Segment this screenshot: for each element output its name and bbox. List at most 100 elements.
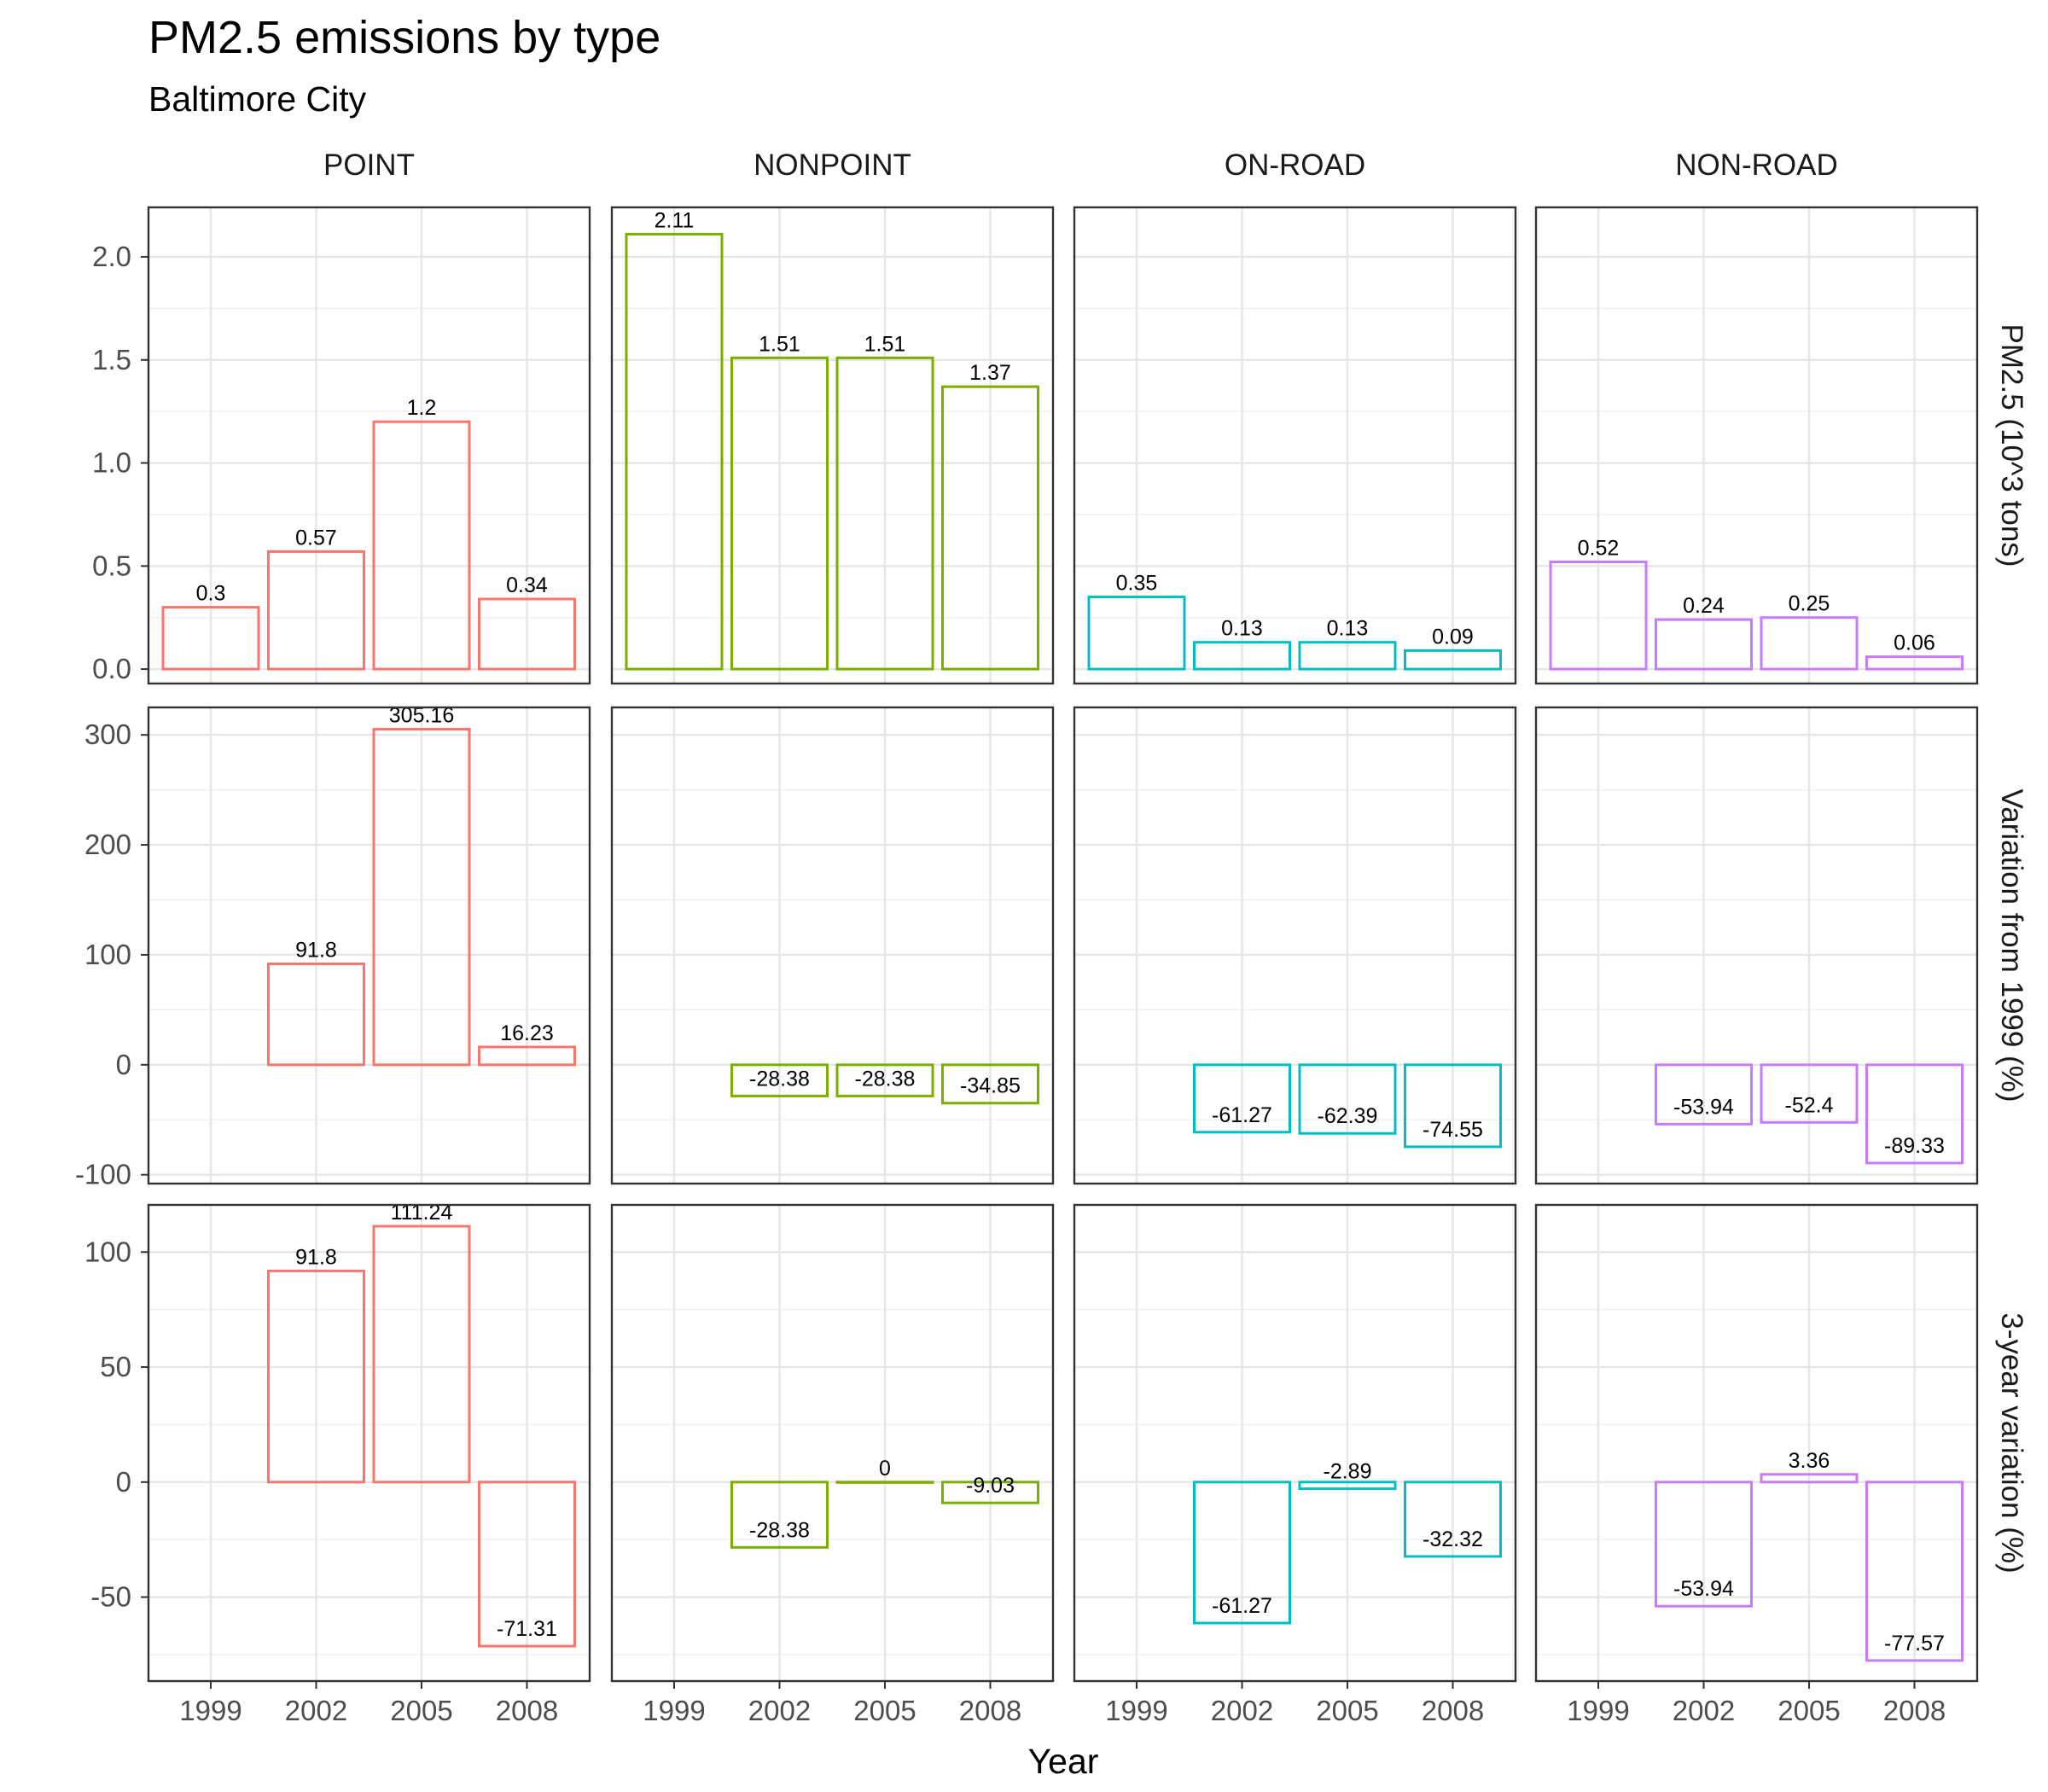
bar-value-label: 0.24	[1683, 594, 1725, 618]
panel-non-road-row-1: 0.52 0.24 0.25 0.06	[1534, 206, 1979, 685]
bar-value-label: -52.4	[1785, 1093, 1834, 1117]
y-tick-label: 2.0	[92, 241, 131, 272]
panel-border	[147, 1203, 591, 1683]
x-tick-label: 2002	[748, 1695, 811, 1726]
x-tick-label: 1999	[1105, 1695, 1167, 1726]
bar-value-label: 0.52	[1578, 536, 1620, 560]
y-tick-label: 100	[84, 1236, 131, 1267]
bar	[1655, 1481, 1753, 1608]
panel-nonpoint-row-2: -28.38 -28.38 -34.85	[610, 706, 1055, 1185]
bar-value-label: -89.33	[1884, 1134, 1945, 1158]
bar	[1298, 641, 1397, 671]
bar	[1865, 1481, 1964, 1662]
y-tick-label: 200	[84, 829, 131, 860]
bar	[835, 1063, 934, 1097]
bar	[941, 1481, 1039, 1504]
x-tick-label: 2005	[390, 1695, 452, 1726]
y-tick-label: -100	[75, 1159, 131, 1190]
bar-value-label: -2.89	[1324, 1460, 1372, 1484]
bar-value-label: -28.38	[749, 1067, 810, 1091]
panel-strip-non-road: NON-ROAD	[1675, 148, 1838, 182]
bar-value-label: 0.06	[1894, 631, 1935, 655]
bar	[730, 356, 829, 671]
y-tick-label: -50	[90, 1581, 131, 1613]
bar	[941, 1063, 1039, 1105]
bar-value-label: 91.8	[295, 1245, 337, 1269]
y-tick-label: 0.0	[92, 653, 131, 684]
bar	[941, 385, 1039, 671]
x-tick-label: 1999	[1567, 1695, 1629, 1726]
panel-background	[1536, 707, 1977, 1184]
bar	[730, 1481, 829, 1549]
x-tick-label: 1999	[179, 1695, 241, 1726]
bar-value-label: -28.38	[749, 1518, 810, 1542]
bar-value-label: -53.94	[1673, 1095, 1734, 1119]
panel-on-road-row-1: 0.35 0.13 0.13 0.09	[1073, 206, 1517, 685]
bar	[1655, 1063, 1753, 1126]
bar	[1760, 1063, 1859, 1124]
bar	[1087, 596, 1186, 671]
bar-value-label: -32.32	[1423, 1527, 1483, 1551]
panel-on-road-row-3: -61.27 -2.89 -32.32	[1073, 1203, 1517, 1683]
bar-value-label: 1.51	[759, 332, 800, 356]
bar-value-label: 0.25	[1789, 592, 1830, 616]
bar	[478, 1481, 576, 1648]
x-tick-label: 2005	[853, 1695, 916, 1726]
panel-background	[612, 207, 1053, 684]
y-tick-label: 1.5	[92, 344, 131, 375]
x-tick-label: 2008	[496, 1695, 558, 1726]
panel-nonpoint-row-3: -28.38 0 -9.03	[610, 1203, 1055, 1683]
panel-strip-nonpoint: NONPOINT	[753, 148, 911, 182]
x-tick-label: 2008	[959, 1695, 1021, 1726]
bar	[161, 606, 260, 671]
row-strip-label: PM2.5 (10^3 tons)	[1995, 324, 2028, 567]
panel-background	[1536, 207, 1977, 684]
panel-strip-on-road: ON-ROAD	[1225, 148, 1365, 182]
bar-value-label: 2.11	[655, 208, 695, 232]
bar	[1760, 616, 1859, 671]
bar-value-label: -61.27	[1212, 1103, 1272, 1127]
bar	[1193, 1063, 1291, 1134]
y-tick-label: 300	[84, 719, 131, 750]
bar-value-label: 1.37	[969, 361, 1011, 385]
bar-value-label: -53.94	[1673, 1577, 1734, 1601]
panel-border	[610, 706, 1055, 1185]
panel-point-row-1: 0.3 0.57 1.2 0.34	[147, 206, 591, 685]
bar-value-label: 3.36	[1789, 1449, 1830, 1473]
bar-value-label: 0.13	[1221, 617, 1263, 641]
panel-border	[1534, 1203, 1979, 1683]
bar	[1193, 1481, 1291, 1625]
bar	[1549, 560, 1648, 671]
x-tick-label: 1999	[643, 1695, 705, 1726]
y-tick-label: 0	[116, 1049, 131, 1080]
panel-background	[612, 707, 1053, 1184]
x-tick-label: 2008	[1422, 1695, 1484, 1726]
bar	[478, 597, 576, 671]
bar	[1404, 649, 1502, 671]
bar-value-label: 0.35	[1116, 572, 1158, 596]
panel-background	[1074, 207, 1516, 684]
bar-value-label: 16.23	[500, 1021, 554, 1045]
bar-value-label: 0	[879, 1457, 891, 1481]
row-strip-label: 3-year variation (%)	[1995, 1312, 2028, 1573]
panel-background	[1074, 707, 1516, 1184]
bar-value-label: 1.2	[407, 396, 437, 420]
bar-value-label: 0.09	[1432, 625, 1474, 649]
panel-background	[148, 1205, 590, 1681]
panel-background	[148, 207, 590, 684]
bar-value-label: -9.03	[966, 1474, 1015, 1498]
panel-nonpoint-row-1: 2.11 1.51 1.51 1.37	[610, 206, 1055, 685]
x-tick-label: 2005	[1316, 1695, 1378, 1726]
panel-on-road-row-2: -61.27 -62.39 -74.55	[1073, 706, 1517, 1185]
panel-border	[1534, 206, 1979, 685]
panel-border	[610, 206, 1055, 685]
x-tick-label: 2002	[1211, 1695, 1273, 1726]
panel-background	[148, 707, 590, 1184]
bar	[267, 1269, 365, 1484]
panel-strip-point: POINT	[323, 148, 415, 182]
y-tick-label: 1.0	[92, 447, 131, 479]
x-tick-label: 2005	[1777, 1695, 1840, 1726]
bar-value-label: 1.51	[864, 332, 906, 356]
